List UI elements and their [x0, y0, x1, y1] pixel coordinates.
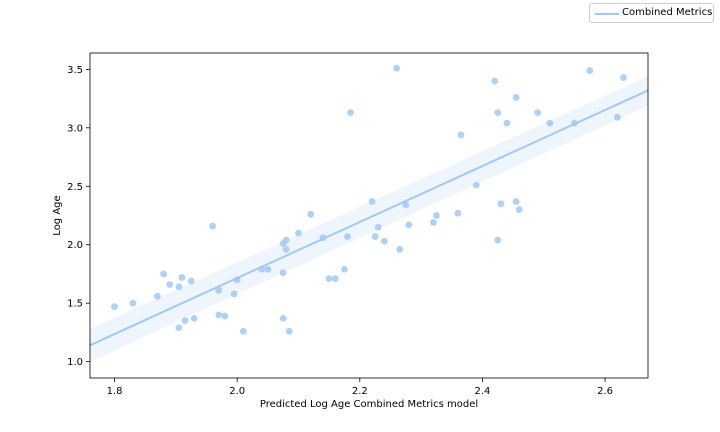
legend-label: Combined Metrics — [622, 7, 713, 18]
data-point — [494, 236, 502, 244]
data-point — [175, 283, 183, 291]
data-point — [221, 312, 229, 320]
data-point — [393, 64, 400, 72]
data-point — [374, 223, 382, 231]
y-axis-label: Log Age — [52, 195, 63, 235]
data-point — [380, 237, 388, 245]
data-point — [512, 198, 520, 205]
data-point — [534, 109, 542, 117]
data-point — [402, 201, 410, 209]
data-point — [111, 303, 118, 311]
data-point — [515, 206, 523, 214]
data-point — [154, 292, 161, 300]
y-tick-label: 3.5 — [67, 65, 83, 76]
data-point — [187, 277, 195, 285]
data-point — [429, 219, 437, 226]
data-point — [175, 324, 183, 332]
data-point — [160, 270, 167, 278]
data-point — [472, 181, 480, 189]
data-point — [405, 221, 413, 229]
data-point — [613, 113, 621, 121]
y-tick-label: 1.0 — [67, 357, 83, 368]
data-point — [331, 275, 339, 283]
legend-line-swatch — [595, 13, 619, 15]
data-point — [129, 299, 137, 307]
confidence-band — [90, 76, 648, 362]
x-tick-label: 2.2 — [352, 386, 368, 397]
data-point — [341, 265, 348, 273]
data-point — [215, 311, 223, 319]
plot-frame — [89, 52, 649, 379]
y-tick-label: 2.5 — [67, 182, 83, 193]
regression-line-layer — [89, 89, 649, 347]
x-tick-label: 2.6 — [597, 386, 613, 397]
data-point — [512, 94, 520, 101]
x-tick-label: 2.0 — [229, 386, 245, 397]
data-point — [295, 229, 302, 237]
data-point — [454, 209, 462, 217]
data-point — [209, 222, 217, 230]
data-point — [491, 77, 499, 85]
data-point — [457, 131, 465, 139]
data-point — [282, 246, 290, 253]
data-point — [620, 74, 627, 81]
data-point — [178, 274, 186, 281]
data-point — [347, 109, 355, 117]
data-point — [497, 200, 505, 208]
data-point — [396, 246, 404, 253]
data-point — [368, 198, 376, 205]
points-layer — [111, 64, 627, 335]
y-axis-ticks: 1.0 1.5 2.0 2.5 3.0 3.5 — [67, 65, 90, 368]
y-tick-label: 2.0 — [67, 240, 83, 251]
regression-line — [89, 89, 649, 347]
data-point — [503, 119, 511, 127]
x-axis-ticks: 1.8 2.0 2.2 2.4 2.6 — [107, 378, 613, 397]
data-point — [371, 233, 379, 240]
data-point — [264, 265, 272, 273]
data-point — [279, 314, 287, 322]
data-point — [230, 290, 238, 298]
data-point — [181, 317, 189, 325]
x-tick-label: 2.4 — [474, 386, 490, 397]
confidence-band-layer — [90, 76, 648, 362]
x-axis-label: Predicted Log Age Combined Metrics model — [260, 399, 478, 410]
legend: Combined Metrics — [589, 3, 714, 23]
data-point — [307, 210, 315, 218]
data-point — [546, 119, 554, 127]
data-point — [344, 233, 351, 240]
data-point — [279, 269, 287, 277]
data-point — [190, 314, 198, 322]
data-point — [325, 275, 333, 283]
data-point — [586, 67, 594, 74]
y-tick-label: 3.0 — [67, 123, 83, 134]
y-tick-label: 1.5 — [67, 299, 83, 310]
data-point — [282, 236, 290, 244]
data-point — [433, 212, 440, 219]
data-point — [215, 286, 223, 294]
data-point — [166, 281, 174, 288]
data-point — [494, 109, 502, 117]
data-point — [285, 327, 293, 335]
x-tick-label: 1.8 — [107, 386, 123, 397]
data-point — [239, 327, 247, 335]
